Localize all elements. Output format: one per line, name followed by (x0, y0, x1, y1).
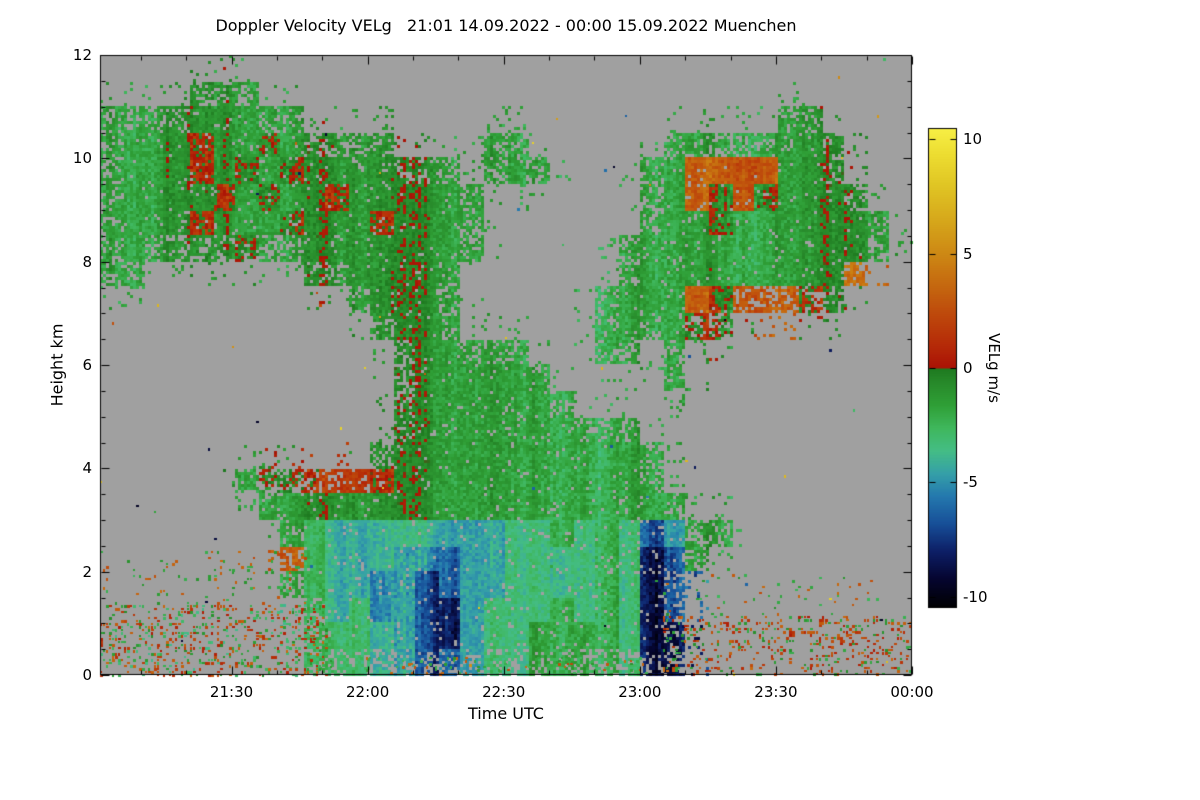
colorbar-tick-label: 0 (963, 359, 973, 377)
colorbar-tick-label: -10 (963, 587, 988, 606)
x-tick-label: 23:30 (754, 683, 798, 701)
y-tick-label: 10 (72, 149, 92, 168)
colorbar-tick-label: 10 (963, 130, 983, 149)
x-axis-label: Time UTC (468, 704, 544, 723)
x-tick-label: 00:00 (890, 683, 934, 701)
y-tick-label: 4 (82, 459, 92, 478)
y-tick-label: 6 (82, 356, 92, 374)
colorbar-tick-label: -5 (963, 473, 978, 492)
y-tick-label: 12 (72, 46, 92, 64)
colorbar-tick-label: 5 (963, 244, 973, 263)
chart-title: Doppler Velocity VELg 21:01 14.09.2022 -… (215, 16, 797, 35)
y-tick-label: 0 (82, 666, 92, 684)
y-tick-label: 2 (82, 562, 92, 581)
y-tick-label: 8 (82, 252, 92, 271)
x-tick-label: 21:30 (209, 683, 254, 701)
colorbar-label: VELg m/s (985, 333, 1003, 403)
x-tick-label: 22:30 (482, 683, 526, 701)
x-tick-label: 23:00 (618, 683, 662, 701)
x-tick-label: 22:00 (346, 683, 390, 701)
